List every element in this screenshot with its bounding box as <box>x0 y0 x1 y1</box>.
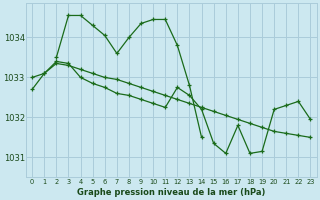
X-axis label: Graphe pression niveau de la mer (hPa): Graphe pression niveau de la mer (hPa) <box>77 188 266 197</box>
